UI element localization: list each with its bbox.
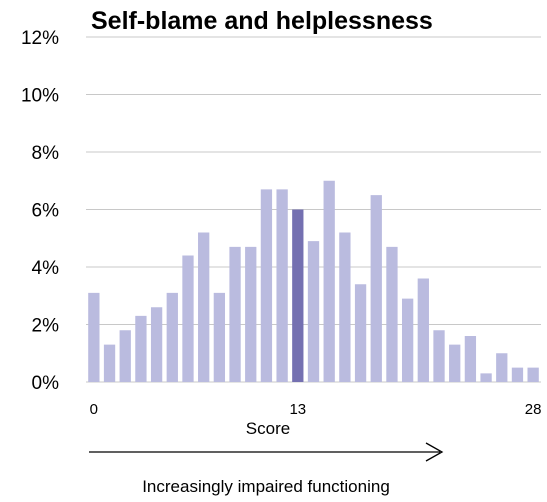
bar: [339, 232, 351, 382]
y-tick-label: 6%: [32, 201, 60, 222]
bar: [245, 246, 257, 382]
bar: [370, 195, 382, 382]
bar: [496, 353, 508, 382]
bar: [433, 330, 445, 382]
bar-highlighted: [292, 209, 304, 382]
y-tick-label: 0%: [32, 373, 60, 394]
bar: [260, 189, 273, 382]
bar: [354, 284, 367, 382]
direction-annotation: Increasingly impaired functioning: [142, 477, 390, 496]
bar: [386, 246, 398, 382]
bar: [480, 373, 492, 382]
bar: [119, 330, 131, 382]
bar: [88, 292, 100, 382]
bars: [88, 180, 539, 382]
y-tick-label: 8%: [32, 143, 60, 164]
bar: [307, 241, 320, 382]
x-axis-ticks: 0 13 28: [90, 401, 542, 418]
y-tick-label: 12%: [21, 28, 59, 49]
y-tick-label: 2%: [32, 316, 60, 337]
bar: [323, 180, 335, 382]
bar: [182, 255, 194, 382]
bar: [103, 344, 116, 382]
bar: [276, 189, 288, 382]
y-axis-ticks: 0% 2% 4% 6% 8% 10% 12%: [21, 28, 59, 394]
x-tick-label: 13: [289, 401, 306, 418]
chart-title: Self-blame and helplessness: [91, 7, 433, 35]
bar: [198, 232, 210, 382]
x-tick-label: 0: [90, 401, 98, 418]
bar: [401, 298, 414, 382]
bar: [166, 292, 178, 382]
bar: [511, 367, 524, 382]
bar: [449, 344, 461, 382]
y-tick-label: 10%: [21, 86, 59, 107]
bar: [150, 307, 163, 382]
bar: [464, 336, 477, 382]
x-axis-label: Score: [246, 419, 290, 438]
direction-arrow-icon: [425, 442, 444, 462]
y-tick-label: 4%: [32, 258, 60, 279]
bar: [229, 246, 241, 382]
bar: [527, 367, 539, 382]
x-tick-label: 28: [525, 401, 542, 418]
bar: [135, 315, 147, 382]
bar: [213, 292, 226, 382]
bar: [417, 278, 429, 382]
